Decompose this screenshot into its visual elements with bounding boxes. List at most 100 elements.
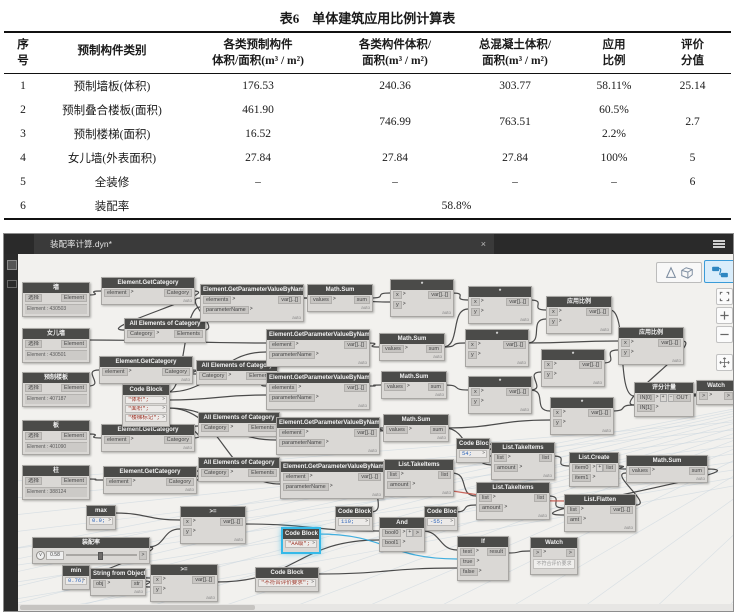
slider-value[interactable]: 0.58: [46, 551, 64, 560]
node-mathsum-1[interactable]: Math.Sum values > sum auto: [307, 284, 373, 312]
input-port[interactable]: y: [183, 528, 192, 536]
select-button[interactable]: 选择: [25, 294, 43, 302]
output-port[interactable]: var[]..[]: [428, 291, 451, 299]
output-port[interactable]: var[]..[]: [344, 384, 367, 392]
fit-view-button[interactable]: [716, 288, 733, 305]
node-codeblock-aa[interactable]: Code Block "AA级"; >: [282, 528, 320, 553]
output-port[interactable]: var[]..[]: [278, 296, 301, 304]
input-port[interactable]: bool1: [382, 539, 402, 547]
output-port[interactable]: var[]..[]: [220, 518, 243, 526]
input-port[interactable]: values: [386, 426, 408, 434]
output-port[interactable]: var[]..[]: [506, 298, 529, 306]
input-port[interactable]: x: [183, 518, 192, 526]
code-line[interactable]: 0.76; >: [65, 577, 87, 585]
node-select-wall[interactable]: 墙选择 Element Element : 430503: [22, 282, 90, 317]
node-getcategory-3[interactable]: Element.GetCategory element > Category auto: [101, 424, 195, 452]
node-ratio-2[interactable]: 应用比例 x > var[]..[] y > auto: [618, 327, 684, 365]
input-port[interactable]: values: [384, 383, 406, 391]
select-button[interactable]: 选择: [25, 432, 43, 440]
output-port[interactable]: >: [365, 519, 368, 524]
input-port[interactable]: element: [102, 368, 128, 376]
code-line[interactable]: "面积"; >: [125, 405, 167, 413]
input-port[interactable]: element: [104, 436, 130, 444]
node-gte-1[interactable]: >= x > var[]..[] y > auto: [180, 506, 246, 544]
input-port[interactable]: item0: [572, 464, 592, 472]
input-port[interactable]: values: [382, 345, 404, 353]
node-codeblock-max[interactable]: max 0.9; >: [86, 505, 116, 530]
node-select-parapet[interactable]: 女儿墙 选择 Element Element : 430501: [22, 328, 90, 363]
node-takeitems-1[interactable]: List.TakeItems list > list amount > auto: [491, 442, 555, 480]
output-port[interactable]: var[]..[]: [579, 361, 602, 369]
input-port[interactable]: y: [153, 586, 162, 594]
code-line[interactable]: 54; >: [459, 450, 487, 458]
input-port[interactable]: element: [283, 473, 309, 481]
scrollbar-thumb[interactable]: [20, 605, 255, 610]
node-codeblock-54[interactable]: Code Block 54; >: [456, 438, 490, 463]
input-port[interactable]: amt: [567, 516, 583, 524]
code-line[interactable]: -55; >: [427, 518, 455, 526]
node-watch-1[interactable]: Watch > > >: [696, 380, 733, 405]
node-takeitems-2[interactable]: List.TakeItems list > list amount > auto: [384, 459, 454, 497]
input-port[interactable]: element: [104, 289, 130, 297]
output-port[interactable]: var[]..[]: [354, 429, 377, 437]
output-port[interactable]: list: [539, 454, 552, 462]
output-port[interactable]: Elements: [248, 469, 277, 477]
input-port[interactable]: x: [621, 339, 630, 347]
output-port[interactable]: list: [603, 464, 616, 472]
output-port[interactable]: >: [412, 529, 422, 537]
dropdown-icon[interactable]: v: [36, 551, 45, 560]
input-port[interactable]: x: [471, 298, 480, 306]
output-port[interactable]: Element: [60, 294, 87, 302]
node-watch-2[interactable]: Watch > > > 不符合评价要求: [530, 537, 578, 575]
code-line[interactable]: "体积"; >: [125, 396, 167, 404]
node-mathsum-3[interactable]: Math.Sum values > sum auto: [381, 371, 447, 399]
select-button[interactable]: 选择: [25, 340, 43, 348]
input-port[interactable]: list: [387, 471, 400, 479]
output-port[interactable]: >: [450, 519, 453, 524]
output-port[interactable]: str: [130, 580, 143, 588]
select-button[interactable]: 选择: [25, 477, 43, 485]
menu-icon[interactable]: [713, 240, 725, 249]
node-multiply-5[interactable]: * x > var[]..[] y > auto: [468, 376, 532, 414]
input-port[interactable]: >: [699, 392, 709, 400]
output-port[interactable]: var[]..[]: [344, 341, 367, 349]
input-port[interactable]: y: [621, 349, 630, 357]
output-port[interactable]: >: [162, 397, 165, 402]
input-port[interactable]: y: [471, 308, 480, 316]
output-port[interactable]: Element: [60, 340, 87, 348]
input-port[interactable]: obj: [93, 580, 107, 588]
output-port[interactable]: Category: [163, 436, 192, 444]
node-allelements-3[interactable]: All Elements of Category Category > Element…: [198, 412, 280, 437]
input-port[interactable]: Category: [201, 469, 230, 477]
input-port[interactable]: y: [471, 398, 480, 406]
input-port[interactable]: parameterName: [269, 394, 315, 402]
output-port[interactable]: sum: [353, 296, 370, 304]
graph-view-button[interactable]: [704, 260, 733, 283]
select-button[interactable]: 选择: [25, 384, 43, 392]
output-port[interactable]: sum: [427, 383, 444, 391]
input-port[interactable]: element: [279, 429, 305, 437]
input-port[interactable]: Category: [127, 330, 156, 338]
input-port[interactable]: amount: [494, 464, 519, 472]
node-getcategory-1[interactable]: Element.GetCategory element > Category auto: [101, 277, 195, 305]
node-takeitems-3[interactable]: List.TakeItems list > list amount > auto: [476, 482, 550, 520]
node-if-node[interactable]: If test > result true > false >: [457, 536, 509, 581]
node-codeblock-m55[interactable]: Code Block -55; >: [424, 506, 458, 531]
input-port[interactable]: y: [553, 419, 562, 427]
input-port[interactable]: parameterName: [283, 483, 329, 491]
node-mathsum-2[interactable]: Math.Sum values > sum auto: [379, 333, 445, 361]
input-port[interactable]: Category: [201, 424, 230, 432]
node-getparam-5[interactable]: Element.GetParameterValueByName element > v…: [280, 461, 384, 499]
output-port[interactable]: Elements: [248, 424, 277, 432]
geometry-view-button[interactable]: [656, 262, 702, 283]
input-port[interactable]: list: [567, 506, 580, 514]
zoom-out-button[interactable]: [716, 326, 733, 343]
node-select-plate[interactable]: 板选择 Element Element : 401090: [22, 420, 90, 455]
node-list-flatten[interactable]: List.Flatten list > var[]..[] amt > auto: [564, 494, 636, 532]
input-port[interactable]: x: [544, 361, 553, 369]
node-slider-rate[interactable]: 装配率 v 0.58 >: [32, 537, 150, 564]
node-gte-2[interactable]: >= x > var[]..[] y > auto: [150, 564, 218, 602]
node-getcategory-4[interactable]: Element.GetCategory element > Category auto: [103, 466, 197, 494]
input-port[interactable]: Category: [199, 372, 228, 380]
output-port[interactable]: Category: [165, 478, 194, 486]
